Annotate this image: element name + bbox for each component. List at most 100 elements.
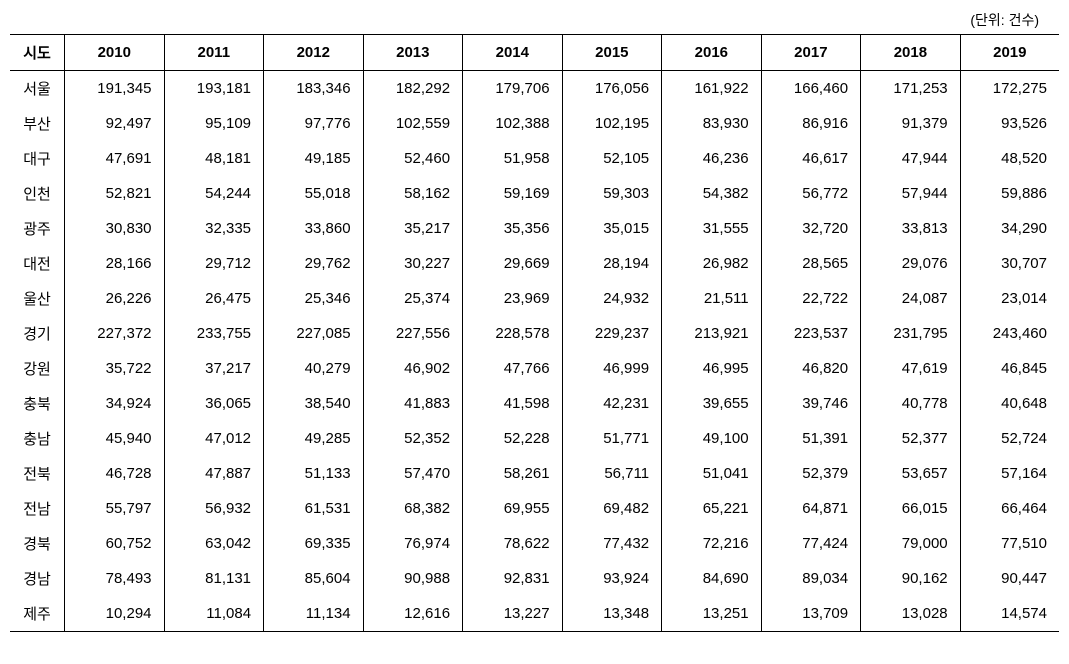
- value-cell: 83,930: [662, 106, 762, 141]
- value-cell: 56,711: [562, 456, 662, 491]
- value-cell: 64,871: [761, 491, 861, 526]
- header-row: 시도 2010 2011 2012 2013 2014 2015 2016 20…: [10, 35, 1059, 71]
- table-row: 전북46,72847,88751,13357,47058,26156,71151…: [10, 456, 1059, 491]
- value-cell: 231,795: [861, 316, 961, 351]
- value-cell: 102,195: [562, 106, 662, 141]
- value-cell: 47,012: [164, 421, 264, 456]
- value-cell: 166,460: [761, 71, 861, 107]
- value-cell: 24,087: [861, 281, 961, 316]
- region-cell: 대전: [10, 246, 65, 281]
- value-cell: 97,776: [264, 106, 364, 141]
- table-row: 충남45,94047,01249,28552,35252,22851,77149…: [10, 421, 1059, 456]
- value-cell: 102,559: [363, 106, 463, 141]
- value-cell: 59,169: [463, 176, 563, 211]
- table-row: 충북34,92436,06538,54041,88341,59842,23139…: [10, 386, 1059, 421]
- value-cell: 52,377: [861, 421, 961, 456]
- value-cell: 51,041: [662, 456, 762, 491]
- value-cell: 46,728: [65, 456, 165, 491]
- value-cell: 30,830: [65, 211, 165, 246]
- table-row: 울산26,22626,47525,34625,37423,96924,93221…: [10, 281, 1059, 316]
- value-cell: 46,617: [761, 141, 861, 176]
- value-cell: 90,162: [861, 561, 961, 596]
- header-region: 시도: [10, 35, 65, 71]
- value-cell: 10,294: [65, 596, 165, 632]
- value-cell: 57,470: [363, 456, 463, 491]
- header-year: 2010: [65, 35, 165, 71]
- value-cell: 243,460: [960, 316, 1059, 351]
- value-cell: 30,707: [960, 246, 1059, 281]
- value-cell: 52,105: [562, 141, 662, 176]
- value-cell: 28,166: [65, 246, 165, 281]
- value-cell: 51,771: [562, 421, 662, 456]
- value-cell: 13,028: [861, 596, 961, 632]
- table-row: 전남55,79756,93261,53168,38269,95569,48265…: [10, 491, 1059, 526]
- value-cell: 52,379: [761, 456, 861, 491]
- value-cell: 176,056: [562, 71, 662, 107]
- table-row: 인천52,82154,24455,01858,16259,16959,30354…: [10, 176, 1059, 211]
- value-cell: 57,944: [861, 176, 961, 211]
- value-cell: 25,346: [264, 281, 364, 316]
- region-cell: 서울: [10, 71, 65, 107]
- value-cell: 66,464: [960, 491, 1059, 526]
- value-cell: 53,657: [861, 456, 961, 491]
- value-cell: 37,217: [164, 351, 264, 386]
- value-cell: 32,335: [164, 211, 264, 246]
- table-row: 제주10,29411,08411,13412,61613,22713,34813…: [10, 596, 1059, 632]
- region-cell: 제주: [10, 596, 65, 632]
- table-row: 광주30,83032,33533,86035,21735,35635,01531…: [10, 211, 1059, 246]
- value-cell: 63,042: [164, 526, 264, 561]
- table-row: 경북60,75263,04269,33576,97478,62277,43272…: [10, 526, 1059, 561]
- header-year: 2014: [463, 35, 563, 71]
- value-cell: 39,746: [761, 386, 861, 421]
- value-cell: 40,778: [861, 386, 961, 421]
- table-row: 강원35,72237,21740,27946,90247,76646,99946…: [10, 351, 1059, 386]
- region-cell: 부산: [10, 106, 65, 141]
- value-cell: 171,253: [861, 71, 961, 107]
- value-cell: 35,356: [463, 211, 563, 246]
- header-year: 2016: [662, 35, 762, 71]
- value-cell: 228,578: [463, 316, 563, 351]
- value-cell: 84,690: [662, 561, 762, 596]
- value-cell: 77,510: [960, 526, 1059, 561]
- value-cell: 233,755: [164, 316, 264, 351]
- value-cell: 52,352: [363, 421, 463, 456]
- value-cell: 29,712: [164, 246, 264, 281]
- unit-label: (단위: 건수): [10, 10, 1059, 30]
- value-cell: 193,181: [164, 71, 264, 107]
- value-cell: 47,619: [861, 351, 961, 386]
- value-cell: 76,974: [363, 526, 463, 561]
- region-cell: 충북: [10, 386, 65, 421]
- value-cell: 52,821: [65, 176, 165, 211]
- value-cell: 56,932: [164, 491, 264, 526]
- value-cell: 58,162: [363, 176, 463, 211]
- value-cell: 191,345: [65, 71, 165, 107]
- value-cell: 46,902: [363, 351, 463, 386]
- value-cell: 68,382: [363, 491, 463, 526]
- value-cell: 78,622: [463, 526, 563, 561]
- value-cell: 46,999: [562, 351, 662, 386]
- value-cell: 92,497: [65, 106, 165, 141]
- value-cell: 42,231: [562, 386, 662, 421]
- table-row: 대전28,16629,71229,76230,22729,66928,19426…: [10, 246, 1059, 281]
- value-cell: 79,000: [861, 526, 961, 561]
- value-cell: 14,574: [960, 596, 1059, 632]
- value-cell: 93,526: [960, 106, 1059, 141]
- table-row: 경기227,372233,755227,085227,556228,578229…: [10, 316, 1059, 351]
- value-cell: 29,762: [264, 246, 364, 281]
- header-year: 2018: [861, 35, 961, 71]
- value-cell: 41,598: [463, 386, 563, 421]
- value-cell: 35,722: [65, 351, 165, 386]
- header-year: 2012: [264, 35, 364, 71]
- region-cell: 경남: [10, 561, 65, 596]
- header-year: 2015: [562, 35, 662, 71]
- value-cell: 227,085: [264, 316, 364, 351]
- value-cell: 229,237: [562, 316, 662, 351]
- value-cell: 25,374: [363, 281, 463, 316]
- value-cell: 179,706: [463, 71, 563, 107]
- value-cell: 38,540: [264, 386, 364, 421]
- value-cell: 12,616: [363, 596, 463, 632]
- value-cell: 36,065: [164, 386, 264, 421]
- value-cell: 11,084: [164, 596, 264, 632]
- value-cell: 81,131: [164, 561, 264, 596]
- region-cell: 전남: [10, 491, 65, 526]
